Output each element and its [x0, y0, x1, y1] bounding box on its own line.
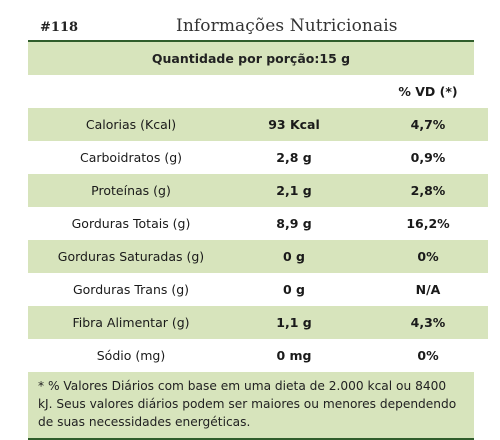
nutrient-qty: 1,1 g [234, 306, 368, 339]
nutrient-vd: N/A [368, 273, 488, 306]
nutrient-name: Carboidratos (g) [28, 141, 234, 174]
nutrient-qty: 2,8 g [234, 141, 368, 174]
nutrient-vd: 16,2% [368, 207, 488, 240]
table-row: Carboidratos (g) 2,8 g 0,9% [28, 141, 488, 174]
header-divider [28, 40, 474, 42]
header-name-cell [28, 75, 234, 108]
nutrient-vd: 0% [368, 240, 488, 273]
table-row: Gorduras Totais (g) 8,9 g 16,2% [28, 207, 488, 240]
table-row: Sódio (mg) 0 mg 0% [28, 339, 488, 372]
nutrient-name: Calorias (Kcal) [28, 108, 234, 141]
nutrient-vd: 2,8% [368, 174, 488, 207]
table-header-row: % VD (*) [28, 75, 488, 108]
table-row: Proteínas (g) 2,1 g 2,8% [28, 174, 488, 207]
nutrient-vd: 0% [368, 339, 488, 372]
table-row: Gorduras Trans (g) 0 g N/A [28, 273, 488, 306]
label-title: Informações Nutricionais [176, 16, 398, 36]
nutrient-name: Sódio (mg) [28, 339, 234, 372]
nutrient-name: Proteínas (g) [28, 174, 234, 207]
table-row: Gorduras Saturadas (g) 0 g 0% [28, 240, 488, 273]
nutrition-label: #118 Informações Nutricionais Quantidade… [28, 14, 488, 440]
nutrient-vd: 4,3% [368, 306, 488, 339]
nutrient-qty: 0 mg [234, 339, 368, 372]
nutrition-table: % VD (*) Calorias (Kcal) 93 Kcal 4,7% Ca… [28, 75, 488, 372]
daily-value-footnote: * % Valores Diários com base em uma diet… [28, 372, 474, 438]
nutrient-qty: 0 g [234, 273, 368, 306]
header-qty-cell [234, 75, 368, 108]
table-row: Fibra Alimentar (g) 1,1 g 4,3% [28, 306, 488, 339]
nutrient-name: Gorduras Saturadas (g) [28, 240, 234, 273]
portion-size: Quantidade por porção:15 g [28, 42, 474, 75]
nutrient-qty: 8,9 g [234, 207, 368, 240]
nutrient-name: Gorduras Totais (g) [28, 207, 234, 240]
nutrient-vd: 0,9% [368, 141, 488, 174]
product-code: #118 [40, 20, 79, 35]
nutrient-qty: 2,1 g [234, 174, 368, 207]
label-header: #118 Informações Nutricionais [28, 14, 474, 42]
nutrient-name: Gorduras Trans (g) [28, 273, 234, 306]
nutrient-name: Fibra Alimentar (g) [28, 306, 234, 339]
nutrient-vd: 4,7% [368, 108, 488, 141]
nutrient-qty: 93 Kcal [234, 108, 368, 141]
table-row: Calorias (Kcal) 93 Kcal 4,7% [28, 108, 488, 141]
header-vd: % VD (*) [368, 75, 488, 108]
nutrient-qty: 0 g [234, 240, 368, 273]
